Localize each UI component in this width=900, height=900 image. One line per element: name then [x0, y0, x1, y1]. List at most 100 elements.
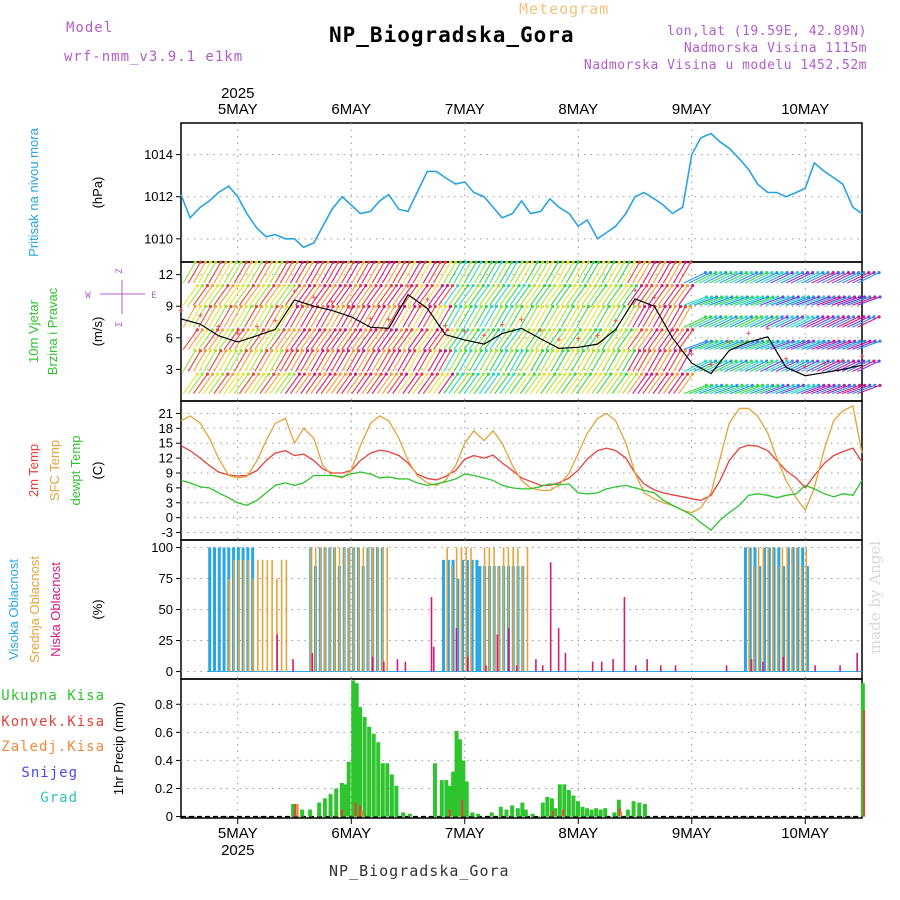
wind-arrow: [581, 261, 595, 284]
low-cloud-bar: [404, 661, 407, 672]
total-precip-bar: [585, 808, 590, 817]
wind-arrow: [238, 306, 252, 328]
wind-arrow: [193, 306, 206, 328]
wind-arrowhead: [357, 349, 361, 353]
wind-arrow: [760, 316, 783, 328]
high-cloud-bar: [461, 559, 465, 672]
wind-arrow: [371, 306, 385, 328]
wind-arrowhead: [236, 372, 240, 376]
wind-arrowhead: [410, 372, 414, 376]
low-cloud-bar: [430, 597, 433, 672]
wind-arrow: [218, 329, 234, 350]
wind-arrowhead: [448, 260, 453, 264]
high-cloud-bar: [208, 547, 212, 672]
wind-arrowhead: [193, 260, 197, 264]
wind-arrowhead: [249, 260, 253, 264]
wind-arrowhead: [321, 260, 325, 264]
wind-arrow: [351, 285, 367, 306]
wind-arrow: [586, 329, 602, 350]
wind-arrowhead: [658, 304, 662, 309]
wind-arrowhead: [413, 349, 417, 353]
high-cloud-bar: [465, 559, 469, 672]
wind-arrow: [647, 285, 663, 306]
wind-arrowhead: [525, 260, 529, 264]
wind-unit-label: (m/s): [90, 317, 105, 347]
wind-arrowhead: [389, 328, 393, 332]
wind-arrow: [673, 285, 688, 306]
wind-arrowhead: [234, 304, 238, 309]
sfc-temp-line: [180, 405, 863, 514]
wind-arrowhead: [780, 271, 784, 275]
convective-precip-bar: [618, 808, 621, 817]
wind-arrow: [463, 350, 477, 372]
total-precip-bar: [457, 739, 462, 817]
wind-arrowhead: [292, 328, 296, 332]
wind-arrowhead: [588, 284, 593, 288]
wind-arrow: [346, 329, 362, 350]
total-precip-bar: [367, 726, 372, 817]
wind-arrow: [714, 340, 738, 350]
temperature-ytick-label: 18: [159, 421, 173, 436]
wind-arrow: [269, 261, 283, 284]
wind-arrowhead: [413, 260, 417, 264]
wind-arrowhead: [389, 372, 393, 376]
wind-arrowhead: [272, 372, 276, 376]
wind-arrowhead: [806, 295, 811, 299]
wind-arrowhead: [749, 359, 753, 363]
wind-arrow: [790, 296, 814, 306]
wind-arrow: [473, 285, 489, 306]
wind-arrowhead: [302, 284, 307, 288]
pressure-ytick-label: 1010: [144, 231, 173, 246]
wind-arrowhead: [425, 328, 429, 332]
wind-arrow: [678, 373, 694, 394]
wind-arrowhead: [680, 372, 685, 376]
wind-arrow: [213, 261, 227, 284]
wind-arrowhead: [318, 284, 322, 288]
wind-arrow: [366, 306, 380, 328]
bottom-date-label: 6MAY: [331, 825, 371, 842]
wind-arrowhead: [730, 339, 734, 343]
wind-arrowhead: [476, 372, 480, 376]
wind-arrowhead: [619, 372, 623, 376]
low-cloud-bar: [564, 652, 567, 672]
wind-arrow: [402, 261, 416, 284]
wind-arrowhead: [471, 284, 475, 288]
wind-arrow: [739, 384, 763, 395]
wind-arrowhead: [510, 260, 514, 264]
wind-arrowhead: [387, 304, 391, 309]
wind-arrow: [704, 384, 727, 395]
wind-arrow: [453, 261, 467, 284]
wind-arrow: [279, 350, 293, 372]
wind-arrow: [755, 316, 778, 328]
wind-arrowhead: [704, 295, 708, 299]
wind-arrow: [336, 329, 351, 350]
pressure-series-label: Pritisak na nivou mora: [26, 127, 41, 256]
wind-arrow: [744, 360, 767, 373]
pressure-panel-frame: [180, 122, 863, 263]
low-cloud-bar: [432, 646, 435, 672]
wind-arrowhead: [586, 260, 591, 264]
wind-arrowhead: [653, 260, 657, 264]
wind-arrow: [560, 329, 576, 350]
wind-arrow: [397, 306, 411, 328]
wind-arrow: [662, 373, 678, 394]
wind-gust-marker: +: [329, 297, 335, 307]
wind-arrowhead: [836, 315, 840, 319]
wind-arrowhead: [445, 372, 450, 376]
wind-arrowhead: [210, 284, 215, 288]
bottom-date-label: 7MAY: [445, 825, 485, 842]
wind-arrow: [290, 373, 305, 394]
clouds-ytick-label: 50: [159, 602, 173, 617]
mid-cloud-bar: [310, 547, 312, 672]
high-cloud-bar: [753, 547, 757, 672]
low-cloud-bar: [591, 661, 594, 672]
wind-arrow: [550, 261, 564, 284]
wind-arrow: [468, 350, 482, 372]
wind-arrowhead: [622, 349, 626, 353]
convective-precip-bar: [562, 809, 565, 817]
high-cloud-bar: [222, 547, 226, 672]
wind-arrow: [601, 285, 617, 306]
wind-arrowhead: [624, 328, 628, 332]
wind-arrowhead: [685, 372, 690, 376]
wind-arrow: [841, 360, 864, 373]
